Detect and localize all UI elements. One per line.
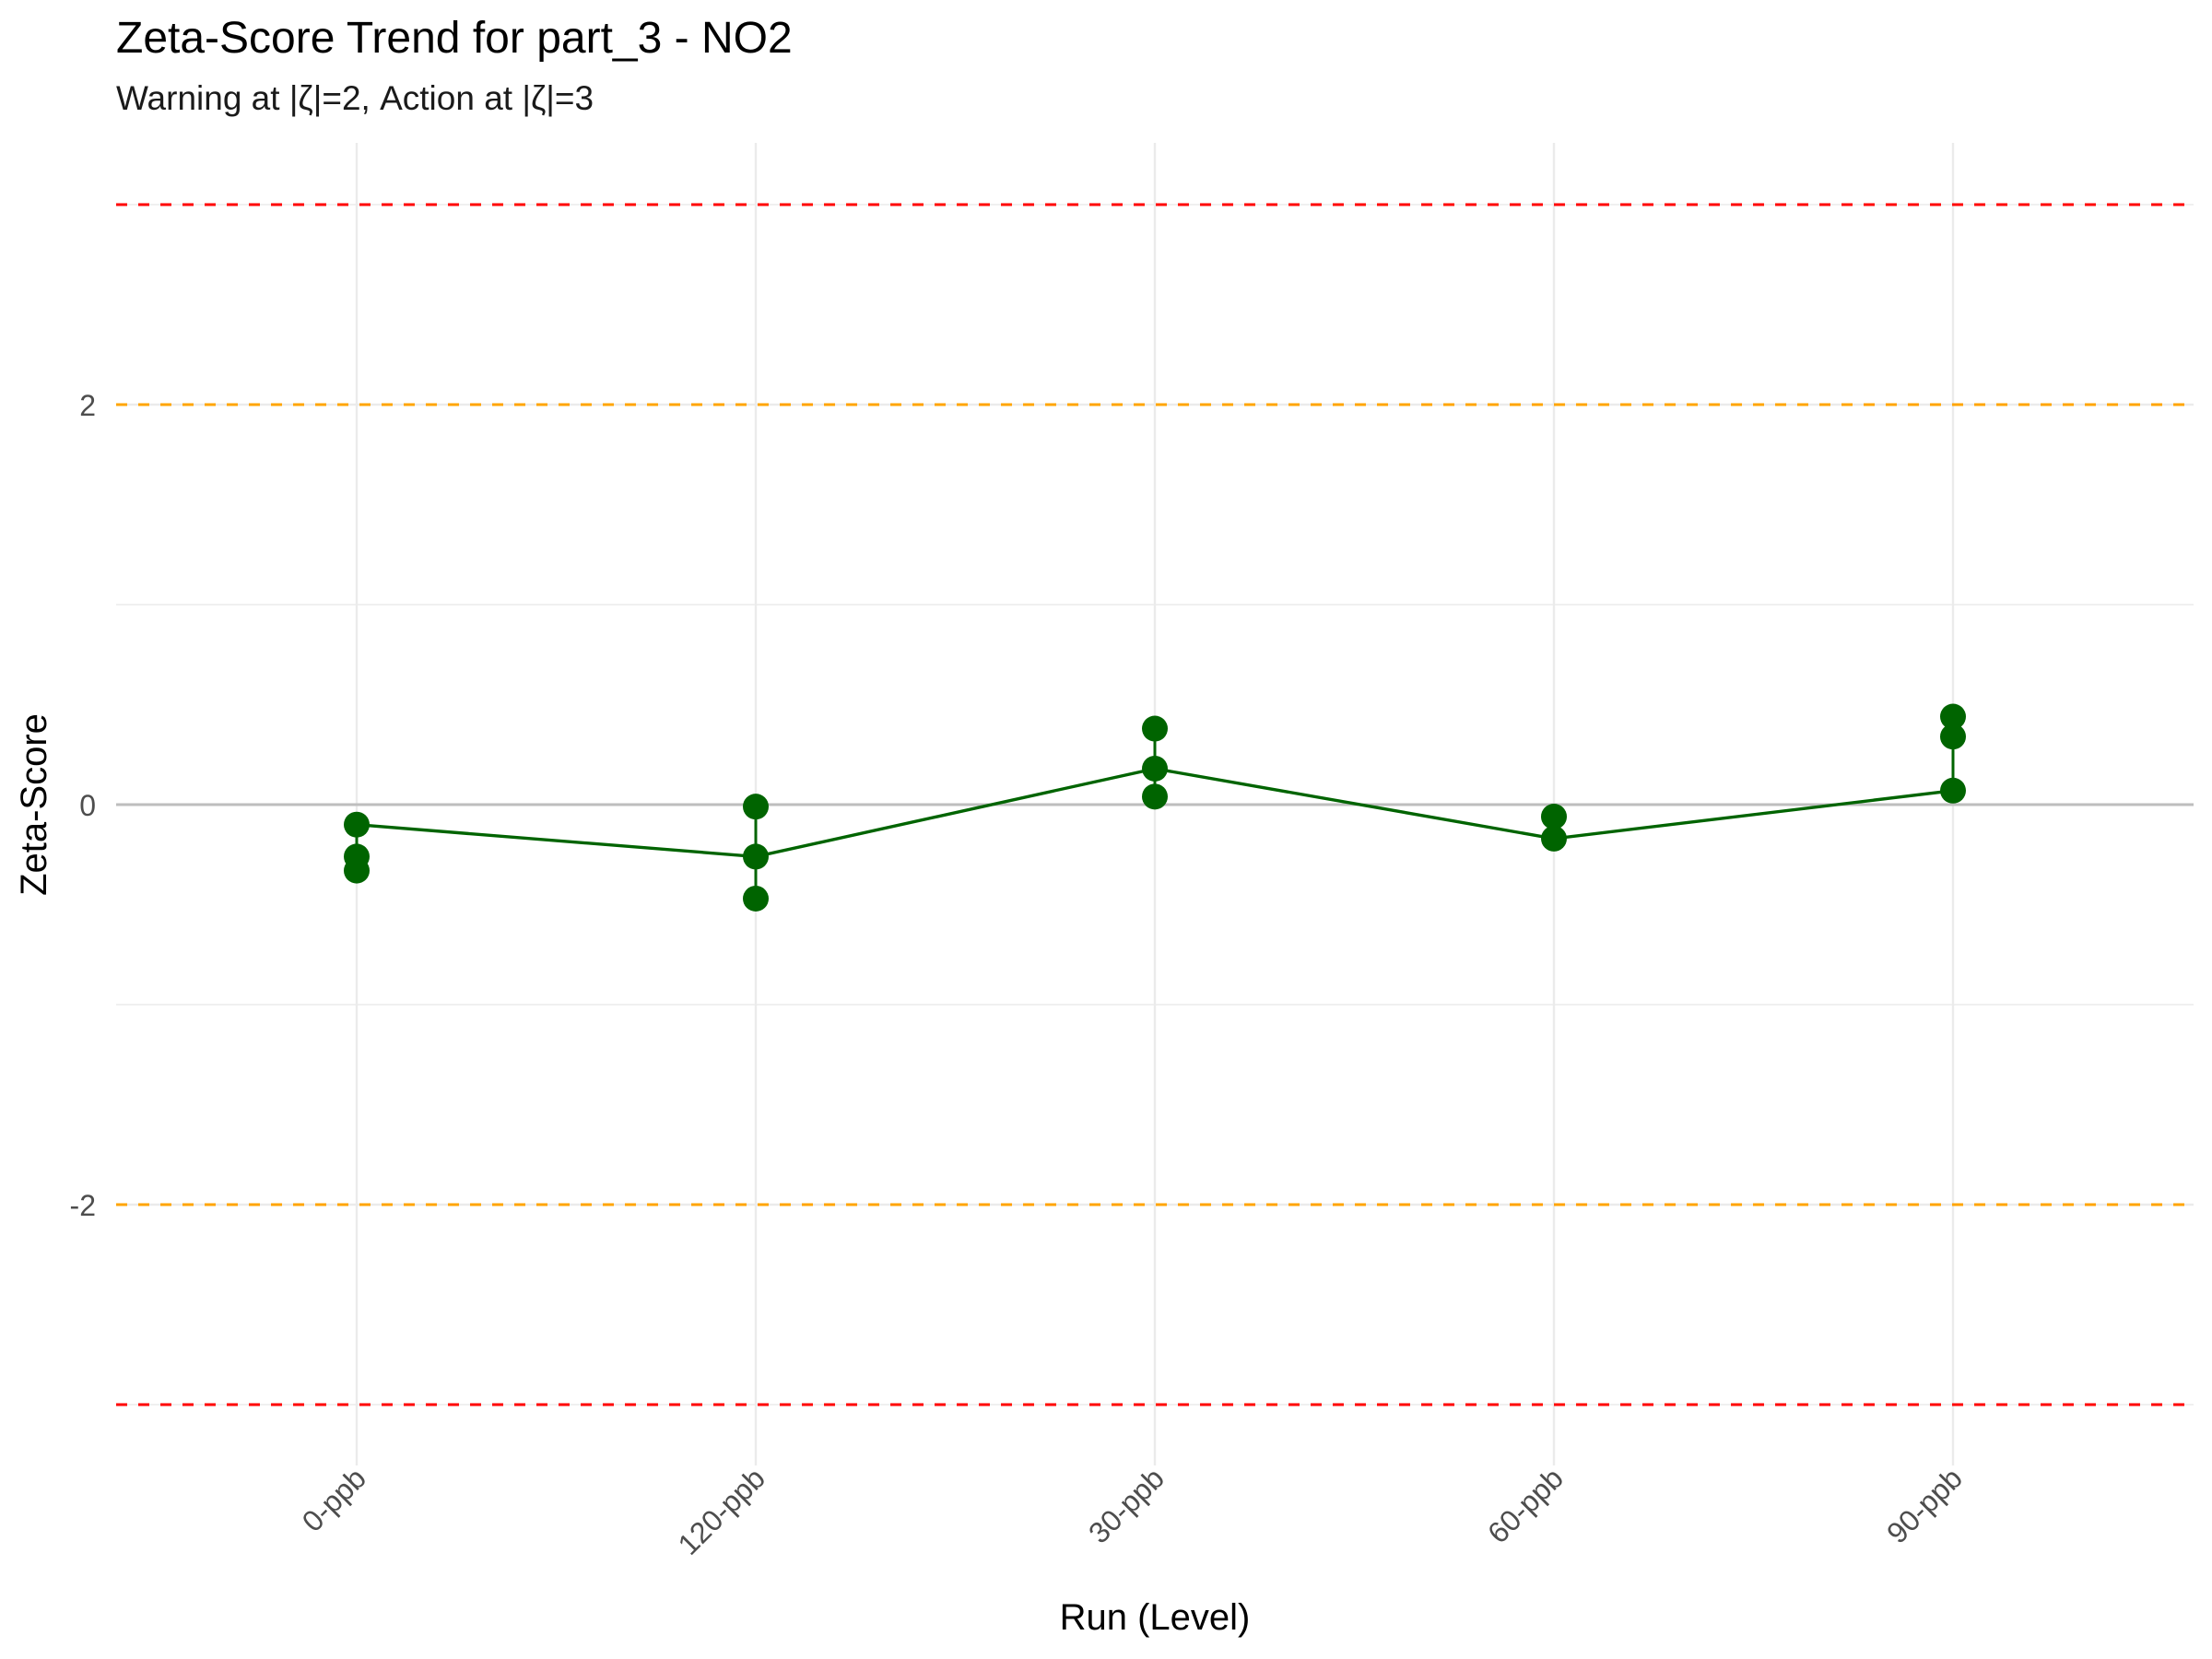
data-point: [743, 794, 769, 820]
data-point: [344, 857, 370, 884]
x-tick-labels: 0-ppb 120-ppb 30-ppb 60-ppb 90-ppb: [296, 1461, 1969, 1560]
x-tick-label: 90-ppb: [1880, 1461, 1969, 1549]
data-points: [344, 703, 1966, 912]
data-point: [1940, 703, 1966, 730]
data-point: [743, 843, 769, 870]
data-point: [344, 811, 370, 838]
y-axis-label: Zeta-Score: [14, 713, 54, 896]
chart-title: Zeta-Score Trend for part_3 - NO2: [116, 14, 793, 63]
data-point: [1940, 724, 1966, 750]
data-point: [1940, 777, 1966, 804]
y-tick-label: -2: [70, 1189, 96, 1222]
x-tick-label: 60-ppb: [1481, 1461, 1570, 1549]
data-point: [1541, 825, 1567, 852]
data-point: [1541, 804, 1567, 830]
data-point: [743, 885, 769, 912]
chart-subtitle: Warning at |ζ|=2, Action at |ζ|=3: [116, 79, 594, 117]
y-tick-labels: 2 0 -2: [70, 389, 96, 1222]
x-tick-label: 30-ppb: [1082, 1461, 1171, 1549]
x-tick-label: 0-ppb: [296, 1461, 372, 1537]
x-axis-label: Run (Level): [1060, 1597, 1251, 1638]
data-point: [1142, 755, 1168, 782]
y-tick-label: 2: [79, 389, 96, 422]
y-tick-label: 0: [79, 789, 96, 822]
data-point: [1142, 783, 1168, 810]
data-point: [1142, 715, 1168, 742]
x-tick-label: 120-ppb: [671, 1461, 771, 1560]
